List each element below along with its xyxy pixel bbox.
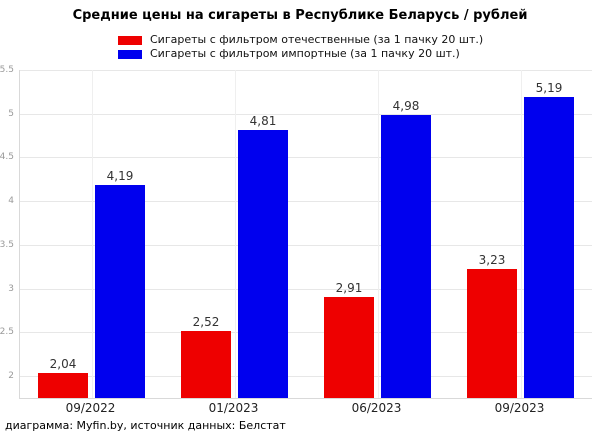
y-tick-label: 2 bbox=[8, 371, 14, 382]
bar[interactable]: 2,04 bbox=[38, 357, 88, 398]
y-tick-label: 4.5 bbox=[0, 152, 14, 163]
y-tick-label: 3 bbox=[8, 283, 14, 294]
category-group: 2,52 4,81 bbox=[163, 70, 306, 398]
bar[interactable]: 3,23 bbox=[467, 253, 517, 398]
gridline-horizontal bbox=[20, 288, 592, 290]
x-tick-label: 01/2023 bbox=[208, 401, 259, 415]
bar-value-label: 4,81 bbox=[249, 114, 277, 129]
legend-item[interactable]: Сигареты с фильтром импортные (за 1 пачк… bbox=[118, 47, 483, 61]
gridline-horizontal bbox=[20, 244, 592, 246]
gridline-vertical bbox=[91, 70, 93, 398]
gridline-horizontal bbox=[20, 113, 592, 115]
bar-value-label: 2,04 bbox=[49, 356, 77, 371]
gridline-vertical bbox=[520, 70, 522, 398]
gridline-horizontal bbox=[20, 332, 592, 334]
bar-value-label: 3,23 bbox=[478, 252, 506, 267]
y-tick-label: 2.5 bbox=[0, 327, 14, 338]
source-credit: диаграмма: Myfin.by, источник данных: Бе… bbox=[5, 419, 286, 432]
category-group: 2,04 4,19 bbox=[20, 70, 163, 398]
bar-value-label: 2,52 bbox=[192, 314, 220, 329]
bar[interactable]: 2,91 bbox=[324, 281, 374, 398]
gridline-horizontal bbox=[20, 157, 592, 159]
legend: Сигареты с фильтром отечественные (за 1 … bbox=[118, 33, 483, 61]
bar[interactable]: 5,19 bbox=[524, 81, 574, 398]
plot-area: 2,04 4,19 2,52 4,81 2,91 4,98 3,23 5,19 bbox=[19, 70, 592, 399]
gridline-vertical bbox=[377, 70, 379, 398]
category-group: 2,91 4,98 bbox=[306, 70, 449, 398]
y-tick-label: 4 bbox=[8, 196, 14, 207]
legend-item-label: Сигареты с фильтром импортные (за 1 пачк… bbox=[150, 47, 460, 60]
bar[interactable]: 4,98 bbox=[381, 99, 431, 398]
legend-swatch-icon bbox=[118, 35, 142, 45]
chart-title: Средние цены на сигареты в Республике Бе… bbox=[72, 8, 528, 23]
x-tick-label: 09/2022 bbox=[65, 401, 116, 415]
bar-value-label: 5,19 bbox=[535, 81, 563, 96]
gridline-vertical bbox=[234, 70, 236, 398]
legend-item[interactable]: Сигареты с фильтром отечественные (за 1 … bbox=[118, 33, 483, 47]
gridline-horizontal bbox=[20, 201, 592, 203]
x-tick-label: 09/2023 bbox=[494, 401, 545, 415]
bar[interactable]: 2,52 bbox=[181, 315, 231, 398]
bar[interactable]: 4,19 bbox=[95, 169, 145, 398]
x-axis-labels: 09/2022 01/2023 06/2023 09/2023 bbox=[19, 401, 591, 417]
y-tick-label: 5 bbox=[8, 108, 14, 119]
x-tick-label: 06/2023 bbox=[351, 401, 402, 415]
y-tick-label: 3.5 bbox=[0, 239, 14, 250]
bar-value-label: 4,19 bbox=[106, 168, 134, 183]
y-axis-labels: 2 2.5 3 3.5 4 4.5 5 5.5 bbox=[0, 65, 15, 398]
bar-value-label: 2,91 bbox=[335, 280, 363, 295]
bar[interactable]: 4,81 bbox=[238, 114, 288, 398]
y-tick-label: 5.5 bbox=[0, 65, 14, 75]
category-group: 3,23 5,19 bbox=[449, 70, 592, 398]
bar-value-label: 4,98 bbox=[392, 99, 420, 114]
gridline-horizontal bbox=[20, 376, 592, 378]
legend-item-label: Сигареты с фильтром отечественные (за 1 … bbox=[150, 33, 484, 46]
legend-swatch-icon bbox=[118, 49, 142, 59]
gridline-horizontal bbox=[20, 70, 592, 71]
